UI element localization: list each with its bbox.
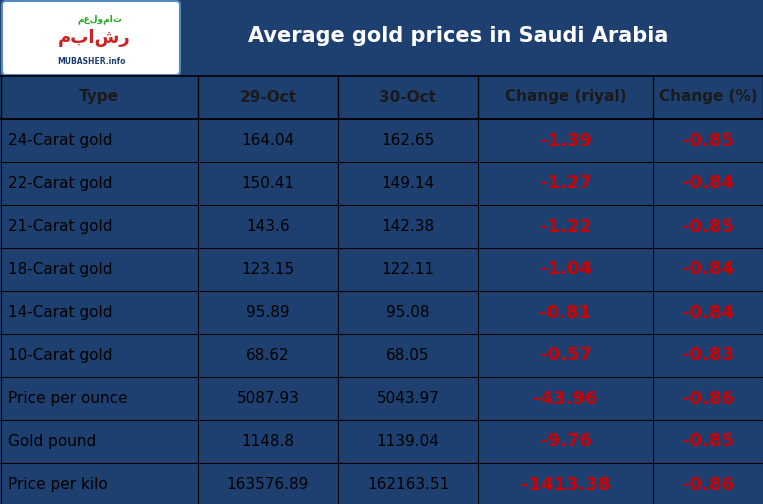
Text: Gold pound: Gold pound	[8, 434, 96, 449]
Text: -0.85: -0.85	[682, 218, 734, 235]
Text: 122.11: 122.11	[382, 262, 434, 277]
Text: 30-Oct: 30-Oct	[379, 90, 436, 104]
Text: -43.96: -43.96	[533, 390, 597, 408]
Text: 123.15: 123.15	[241, 262, 295, 277]
Text: -1.27: -1.27	[539, 174, 591, 193]
Text: 150.41: 150.41	[242, 176, 295, 191]
Text: 143.6: 143.6	[246, 219, 290, 234]
Text: Change (riyal): Change (riyal)	[505, 90, 626, 104]
Text: -0.86: -0.86	[682, 390, 734, 408]
Text: 95.89: 95.89	[246, 305, 290, 320]
Text: مباشر: مباشر	[58, 29, 130, 47]
Text: -1.22: -1.22	[539, 218, 591, 235]
Text: -1413.38: -1413.38	[521, 475, 610, 493]
Text: 5043.97: 5043.97	[377, 391, 439, 406]
Text: -0.86: -0.86	[682, 475, 734, 493]
Text: Average gold prices in Saudi Arabia: Average gold prices in Saudi Arabia	[248, 26, 668, 46]
Text: -0.85: -0.85	[682, 432, 734, 451]
Text: 149.14: 149.14	[382, 176, 435, 191]
Text: 22-Carat gold: 22-Carat gold	[8, 176, 112, 191]
Text: Change (%): Change (%)	[658, 90, 758, 104]
Text: 1139.04: 1139.04	[377, 434, 439, 449]
Text: 95.08: 95.08	[386, 305, 430, 320]
Text: 10-Carat gold: 10-Carat gold	[8, 348, 112, 363]
Text: -1.39: -1.39	[539, 132, 591, 150]
Text: Price per kilo: Price per kilo	[8, 477, 108, 492]
Text: -0.81: -0.81	[539, 303, 591, 322]
Text: MUBASHER.info: MUBASHER.info	[56, 57, 125, 66]
Text: 164.04: 164.04	[241, 133, 295, 148]
Text: -0.83: -0.83	[682, 347, 734, 364]
Text: 18-Carat gold: 18-Carat gold	[8, 262, 112, 277]
Text: 14-Carat gold: 14-Carat gold	[8, 305, 112, 320]
Text: -1.04: -1.04	[539, 261, 591, 279]
Text: 68.05: 68.05	[386, 348, 430, 363]
Text: 29-Oct: 29-Oct	[240, 90, 297, 104]
Text: Type: Type	[79, 90, 119, 104]
Text: -0.84: -0.84	[682, 174, 734, 193]
Text: -9.76: -9.76	[539, 432, 591, 451]
Text: 142.38: 142.38	[382, 219, 435, 234]
Text: 68.62: 68.62	[246, 348, 290, 363]
Text: -0.85: -0.85	[682, 132, 734, 150]
Text: 162.65: 162.65	[382, 133, 435, 148]
Text: 5087.93: 5087.93	[237, 391, 299, 406]
Text: -0.57: -0.57	[539, 347, 591, 364]
Text: 163576.89: 163576.89	[227, 477, 309, 492]
Text: Price per ounce: Price per ounce	[8, 391, 127, 406]
Text: 24-Carat gold: 24-Carat gold	[8, 133, 112, 148]
Text: معلومات: معلومات	[77, 15, 122, 24]
FancyBboxPatch shape	[2, 1, 180, 75]
Text: 162163.51: 162163.51	[367, 477, 449, 492]
Text: -0.84: -0.84	[682, 303, 734, 322]
Text: 21-Carat gold: 21-Carat gold	[8, 219, 112, 234]
Text: -0.84: -0.84	[682, 261, 734, 279]
Text: 1148.8: 1148.8	[242, 434, 295, 449]
